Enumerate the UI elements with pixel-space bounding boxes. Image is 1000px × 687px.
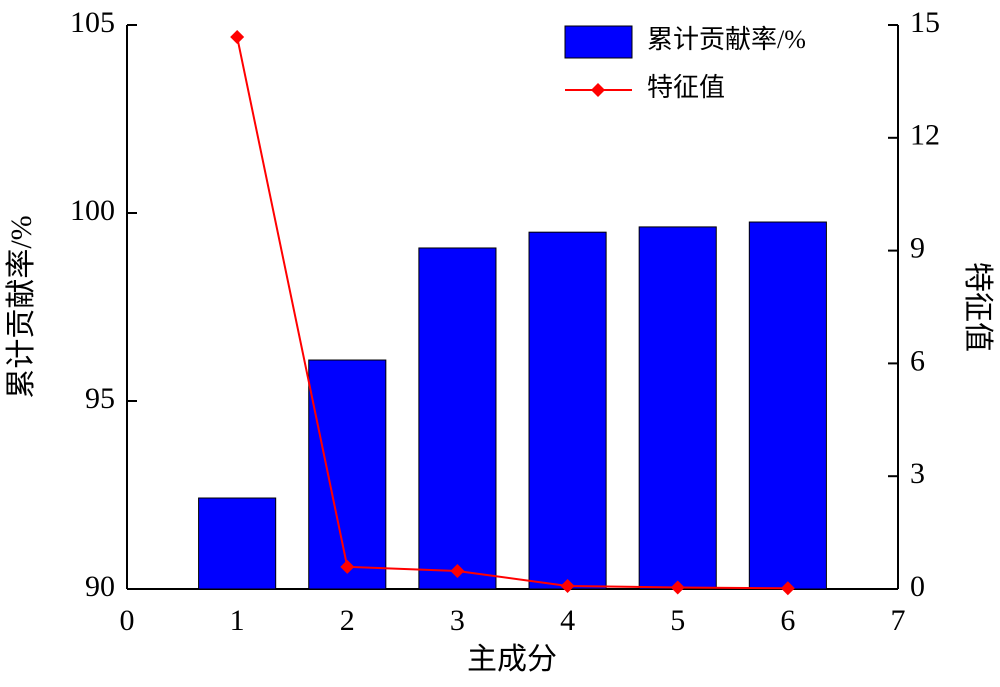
marker: [560, 578, 575, 593]
y-tick-label: 100: [70, 194, 115, 227]
legend-swatch: [564, 25, 633, 59]
y-tick-label: 90: [85, 570, 115, 603]
marker: [340, 559, 355, 574]
y2-tick-label: 15: [910, 6, 940, 39]
bar: [528, 231, 607, 590]
y-tick-label: 95: [85, 382, 115, 415]
bar: [418, 247, 497, 590]
x-tick-label: 4: [560, 604, 575, 637]
x-tick-label: 1: [230, 604, 245, 637]
x-tick-label: 3: [450, 604, 465, 637]
x-tick-label: 6: [780, 604, 795, 637]
y2-tick-label: 3: [910, 457, 925, 490]
marker: [780, 581, 795, 596]
legend-marker: [591, 83, 605, 97]
y2-tick-label: 6: [910, 344, 925, 377]
line: [236, 36, 788, 590]
legend-label: 特征值: [647, 73, 725, 102]
y2-tick-label: 0: [910, 570, 925, 603]
y-tick-label: 105: [70, 6, 115, 39]
marker: [670, 580, 685, 595]
x-axis-label: 主成分: [467, 643, 557, 676]
legend-label: 累计贡献率/%: [647, 25, 806, 54]
bar: [308, 359, 387, 590]
y2-tick-label: 9: [910, 231, 925, 264]
marker: [230, 30, 245, 45]
bar: [198, 497, 277, 590]
marker: [450, 563, 465, 578]
x-tick-label: 7: [891, 604, 906, 637]
y2-tick-label: 12: [910, 119, 940, 152]
y-axis-label: 累计贡献率/%: [5, 215, 38, 398]
x-tick-label: 5: [670, 604, 685, 637]
y2-axis-label: 特征值: [961, 262, 994, 352]
bar: [638, 226, 717, 590]
x-tick-label: 2: [340, 604, 355, 637]
x-tick-label: 0: [120, 604, 135, 637]
bar: [748, 221, 827, 590]
